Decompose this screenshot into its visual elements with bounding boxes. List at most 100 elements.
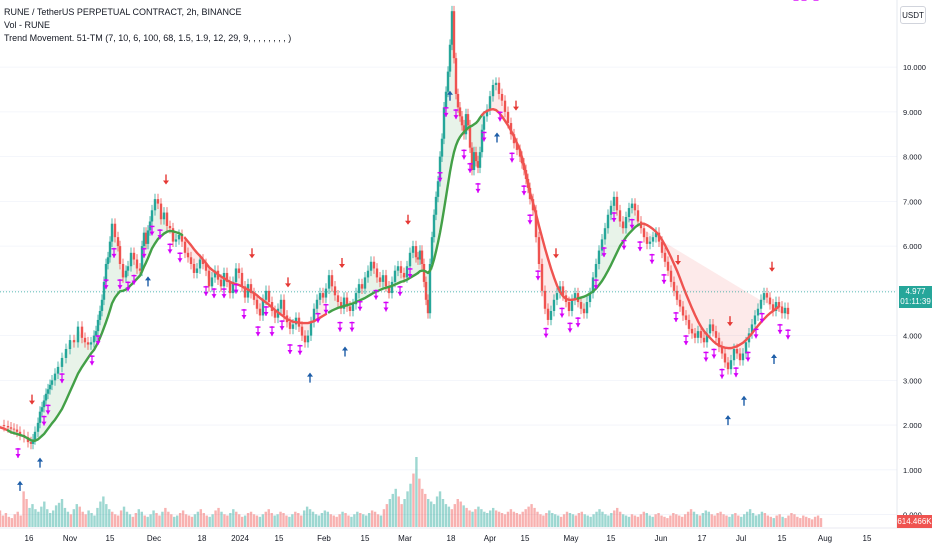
volume-bar	[388, 499, 392, 527]
volume-bar	[784, 518, 787, 527]
signal-flag-head	[167, 249, 173, 254]
signal-flag-head	[719, 374, 725, 379]
volume-bar	[261, 514, 265, 527]
currency-button[interactable]: USDT	[900, 6, 926, 24]
volume-bar	[105, 504, 108, 527]
candle-body	[234, 268, 238, 282]
candle-body	[594, 264, 598, 278]
volume-bar	[459, 501, 462, 527]
candle-body	[444, 91, 448, 108]
candle-body	[448, 44, 452, 72]
candle-body	[44, 393, 48, 401]
volume-bar	[429, 501, 433, 527]
signal-flag-icon	[661, 273, 667, 284]
buy-arrow-head	[307, 372, 313, 377]
signal-flag-head	[131, 280, 137, 285]
volume-bar	[232, 509, 235, 527]
buy-arrow-icon	[17, 480, 23, 491]
candle-body	[237, 268, 241, 273]
candle-body	[434, 196, 438, 215]
buy-arrow-icon	[145, 276, 151, 287]
candle-body	[537, 237, 541, 264]
volume-bar	[116, 515, 120, 527]
indicator-legend[interactable]: Trend Movement. 51-TM (7, 10, 6, 100, 68…	[4, 33, 292, 43]
candle-body	[480, 129, 484, 153]
volume-bar	[672, 513, 675, 527]
sell-arrow-icon	[513, 100, 519, 111]
candle-body	[258, 308, 262, 316]
candle-body	[315, 299, 319, 309]
y-tick-label: 1.000	[903, 466, 922, 475]
candle-body	[354, 293, 358, 305]
volume-bar	[604, 514, 607, 527]
candle-body	[452, 11, 456, 59]
signal-flag-icon	[337, 321, 343, 332]
volume-bar	[500, 513, 504, 527]
x-tick-label: Mar	[398, 534, 412, 543]
volume-bar	[22, 491, 25, 527]
volume-bar	[636, 516, 640, 527]
volume-bar	[240, 516, 244, 527]
trend-line-segment	[639, 222, 781, 350]
volume-bar	[465, 507, 468, 527]
volume-bar	[462, 505, 465, 527]
volume-bar	[651, 516, 654, 527]
volume-bar	[49, 513, 52, 527]
signal-flag-icon	[443, 106, 449, 117]
volume-bar	[663, 516, 666, 527]
candle-body	[552, 299, 556, 311]
signal-flag-head	[297, 350, 303, 355]
signal-flag-icon	[383, 301, 389, 312]
signal-flag-head	[125, 287, 131, 292]
volume-bar	[308, 509, 312, 527]
volume-bar	[610, 513, 613, 527]
candle-body	[168, 225, 172, 229]
volume-legend[interactable]: Vol - RUNE	[4, 20, 51, 30]
candle-body	[494, 82, 498, 86]
volume-bar	[453, 504, 456, 527]
volume-bar	[675, 514, 678, 527]
volume-bar	[713, 515, 716, 527]
candle-body	[121, 264, 125, 278]
volume-bar	[799, 518, 802, 527]
x-tick-label: May	[563, 534, 578, 543]
volume-bar	[435, 496, 439, 527]
volume-bar	[562, 514, 566, 527]
signal-flag-icon	[461, 149, 467, 160]
buy-arrow-icon	[307, 372, 313, 383]
volume-bar	[317, 515, 321, 527]
candle-body	[579, 302, 583, 309]
symbol-title[interactable]: RUNE / TetherUS PERPETUAL CONTRACT, 2h, …	[4, 7, 242, 17]
volume-bar	[28, 507, 31, 527]
trend-line-segment	[183, 236, 328, 325]
candle-body	[369, 261, 373, 271]
candle-body	[738, 353, 742, 361]
candle-body	[741, 353, 745, 361]
volume-bar	[441, 499, 445, 527]
candle-body	[98, 310, 102, 320]
sell-arrow-icon	[405, 214, 411, 225]
candle-body	[171, 228, 175, 242]
candle-body	[396, 266, 400, 271]
candle-body	[261, 299, 265, 316]
candle-body	[621, 221, 625, 229]
signal-flag-head	[177, 258, 183, 263]
signal-flag-head	[733, 373, 739, 378]
candle-body	[186, 252, 190, 258]
candle-body	[375, 268, 379, 278]
chart-legend: RUNE / TetherUS PERPETUAL CONTRACT, 2h, …	[4, 6, 291, 45]
trend-fill-area	[329, 246, 418, 313]
candle-body	[660, 241, 664, 253]
price-axis[interactable]	[897, 0, 932, 550]
volume-bar	[43, 501, 46, 527]
candle-body	[366, 270, 370, 278]
signal-flag-icon	[373, 289, 379, 300]
signal-flag-head	[337, 327, 343, 332]
volume-bar	[556, 515, 560, 527]
signal-flag-icon	[509, 152, 515, 163]
volume-bar	[161, 511, 164, 527]
volume-bar	[598, 509, 601, 527]
volume-bar	[810, 519, 814, 527]
